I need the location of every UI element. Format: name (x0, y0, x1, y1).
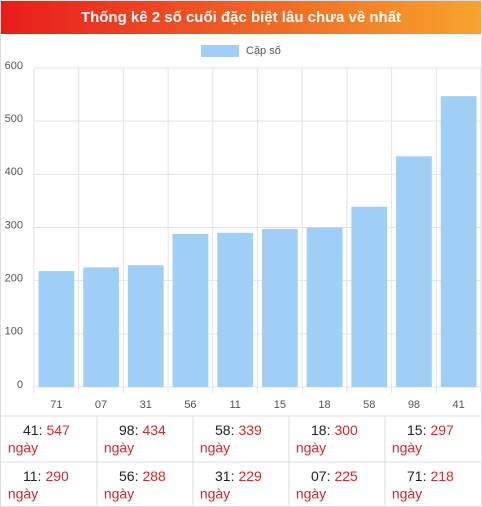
x-tick-label: 98 (408, 399, 420, 411)
pair-label: 58: (215, 422, 234, 438)
bar (83, 267, 119, 387)
days-unit: ngày (8, 440, 38, 456)
table-cell: 71: 218 (407, 468, 454, 484)
days-value: 218 (430, 468, 454, 484)
x-tick-label: 07 (95, 399, 107, 411)
y-tick-label: 400 (5, 166, 23, 178)
x-tick-label: 11 (229, 399, 240, 411)
x-tick-label: 18 (318, 399, 330, 411)
table-cell: 98: 434 (119, 422, 166, 438)
x-tick-label: 58 (363, 399, 375, 411)
days-value: 229 (238, 468, 262, 484)
pair-label: 41: (23, 422, 42, 438)
y-tick-label: 600 (5, 60, 23, 72)
legend-swatch (201, 45, 239, 57)
header-title: Thống kê 2 số cuối đặc biệt lâu chưa về … (1, 1, 481, 34)
pair-label: 07: (311, 468, 330, 484)
y-tick-label: 200 (5, 273, 23, 285)
days-unit: ngày (296, 440, 326, 456)
table-cell: 18: 300 (311, 422, 358, 438)
days-unit: ngày (104, 486, 134, 502)
days-value: 547 (46, 422, 70, 438)
bar (306, 227, 343, 387)
pair-label: 15: (407, 422, 426, 438)
days-unit: ngày (200, 440, 230, 456)
pair-label: 31: (215, 468, 234, 484)
days-unit: ngày (296, 486, 326, 502)
pair-label: 18: (311, 422, 330, 438)
y-tick-label: 300 (5, 219, 23, 231)
table-cell: 41: 547 (23, 422, 70, 438)
pair-label: 71: (407, 468, 426, 484)
bar (351, 206, 388, 387)
table-cell: 15: 297 (407, 422, 454, 438)
table-cell: 58: 339 (215, 422, 262, 438)
days-value: 339 (238, 422, 262, 438)
y-tick-label: 0 (17, 379, 23, 391)
legend-label: Cặp số (246, 45, 281, 57)
pair-label: 98: (119, 422, 138, 438)
days-value: 288 (142, 468, 166, 484)
bar (261, 229, 298, 387)
bar (217, 232, 254, 387)
days-value: 434 (142, 422, 166, 438)
days-value: 290 (45, 468, 69, 484)
days-unit: ngày (392, 486, 422, 502)
days-value: 300 (334, 422, 358, 438)
days-unit: ngày (392, 440, 422, 456)
bar (127, 265, 164, 387)
x-tick-label: 31 (140, 399, 152, 411)
pair-label: 11: (23, 468, 41, 484)
days-unit: ngày (200, 486, 230, 502)
table-cell: 56: 288 (119, 468, 166, 484)
days-value: 297 (430, 422, 454, 438)
y-tick-label: 500 (5, 113, 23, 125)
bar (38, 271, 75, 387)
x-tick-label: 56 (184, 399, 196, 411)
x-tick-label: 71 (50, 399, 62, 411)
days-unit: ngày (104, 440, 134, 456)
table-cell: 31: 229 (215, 468, 262, 484)
x-tick-label: 41 (453, 399, 465, 411)
y-tick-label: 100 (5, 326, 23, 338)
bar (440, 96, 477, 387)
table-cell: 07: 225 (311, 468, 358, 484)
table-cell: 11: 290 (23, 468, 69, 484)
days-unit: ngày (8, 486, 38, 502)
bar (396, 156, 432, 387)
days-value: 225 (334, 468, 358, 484)
pair-label: 56: (119, 468, 138, 484)
bar (172, 233, 209, 387)
x-tick-label: 15 (274, 399, 286, 411)
